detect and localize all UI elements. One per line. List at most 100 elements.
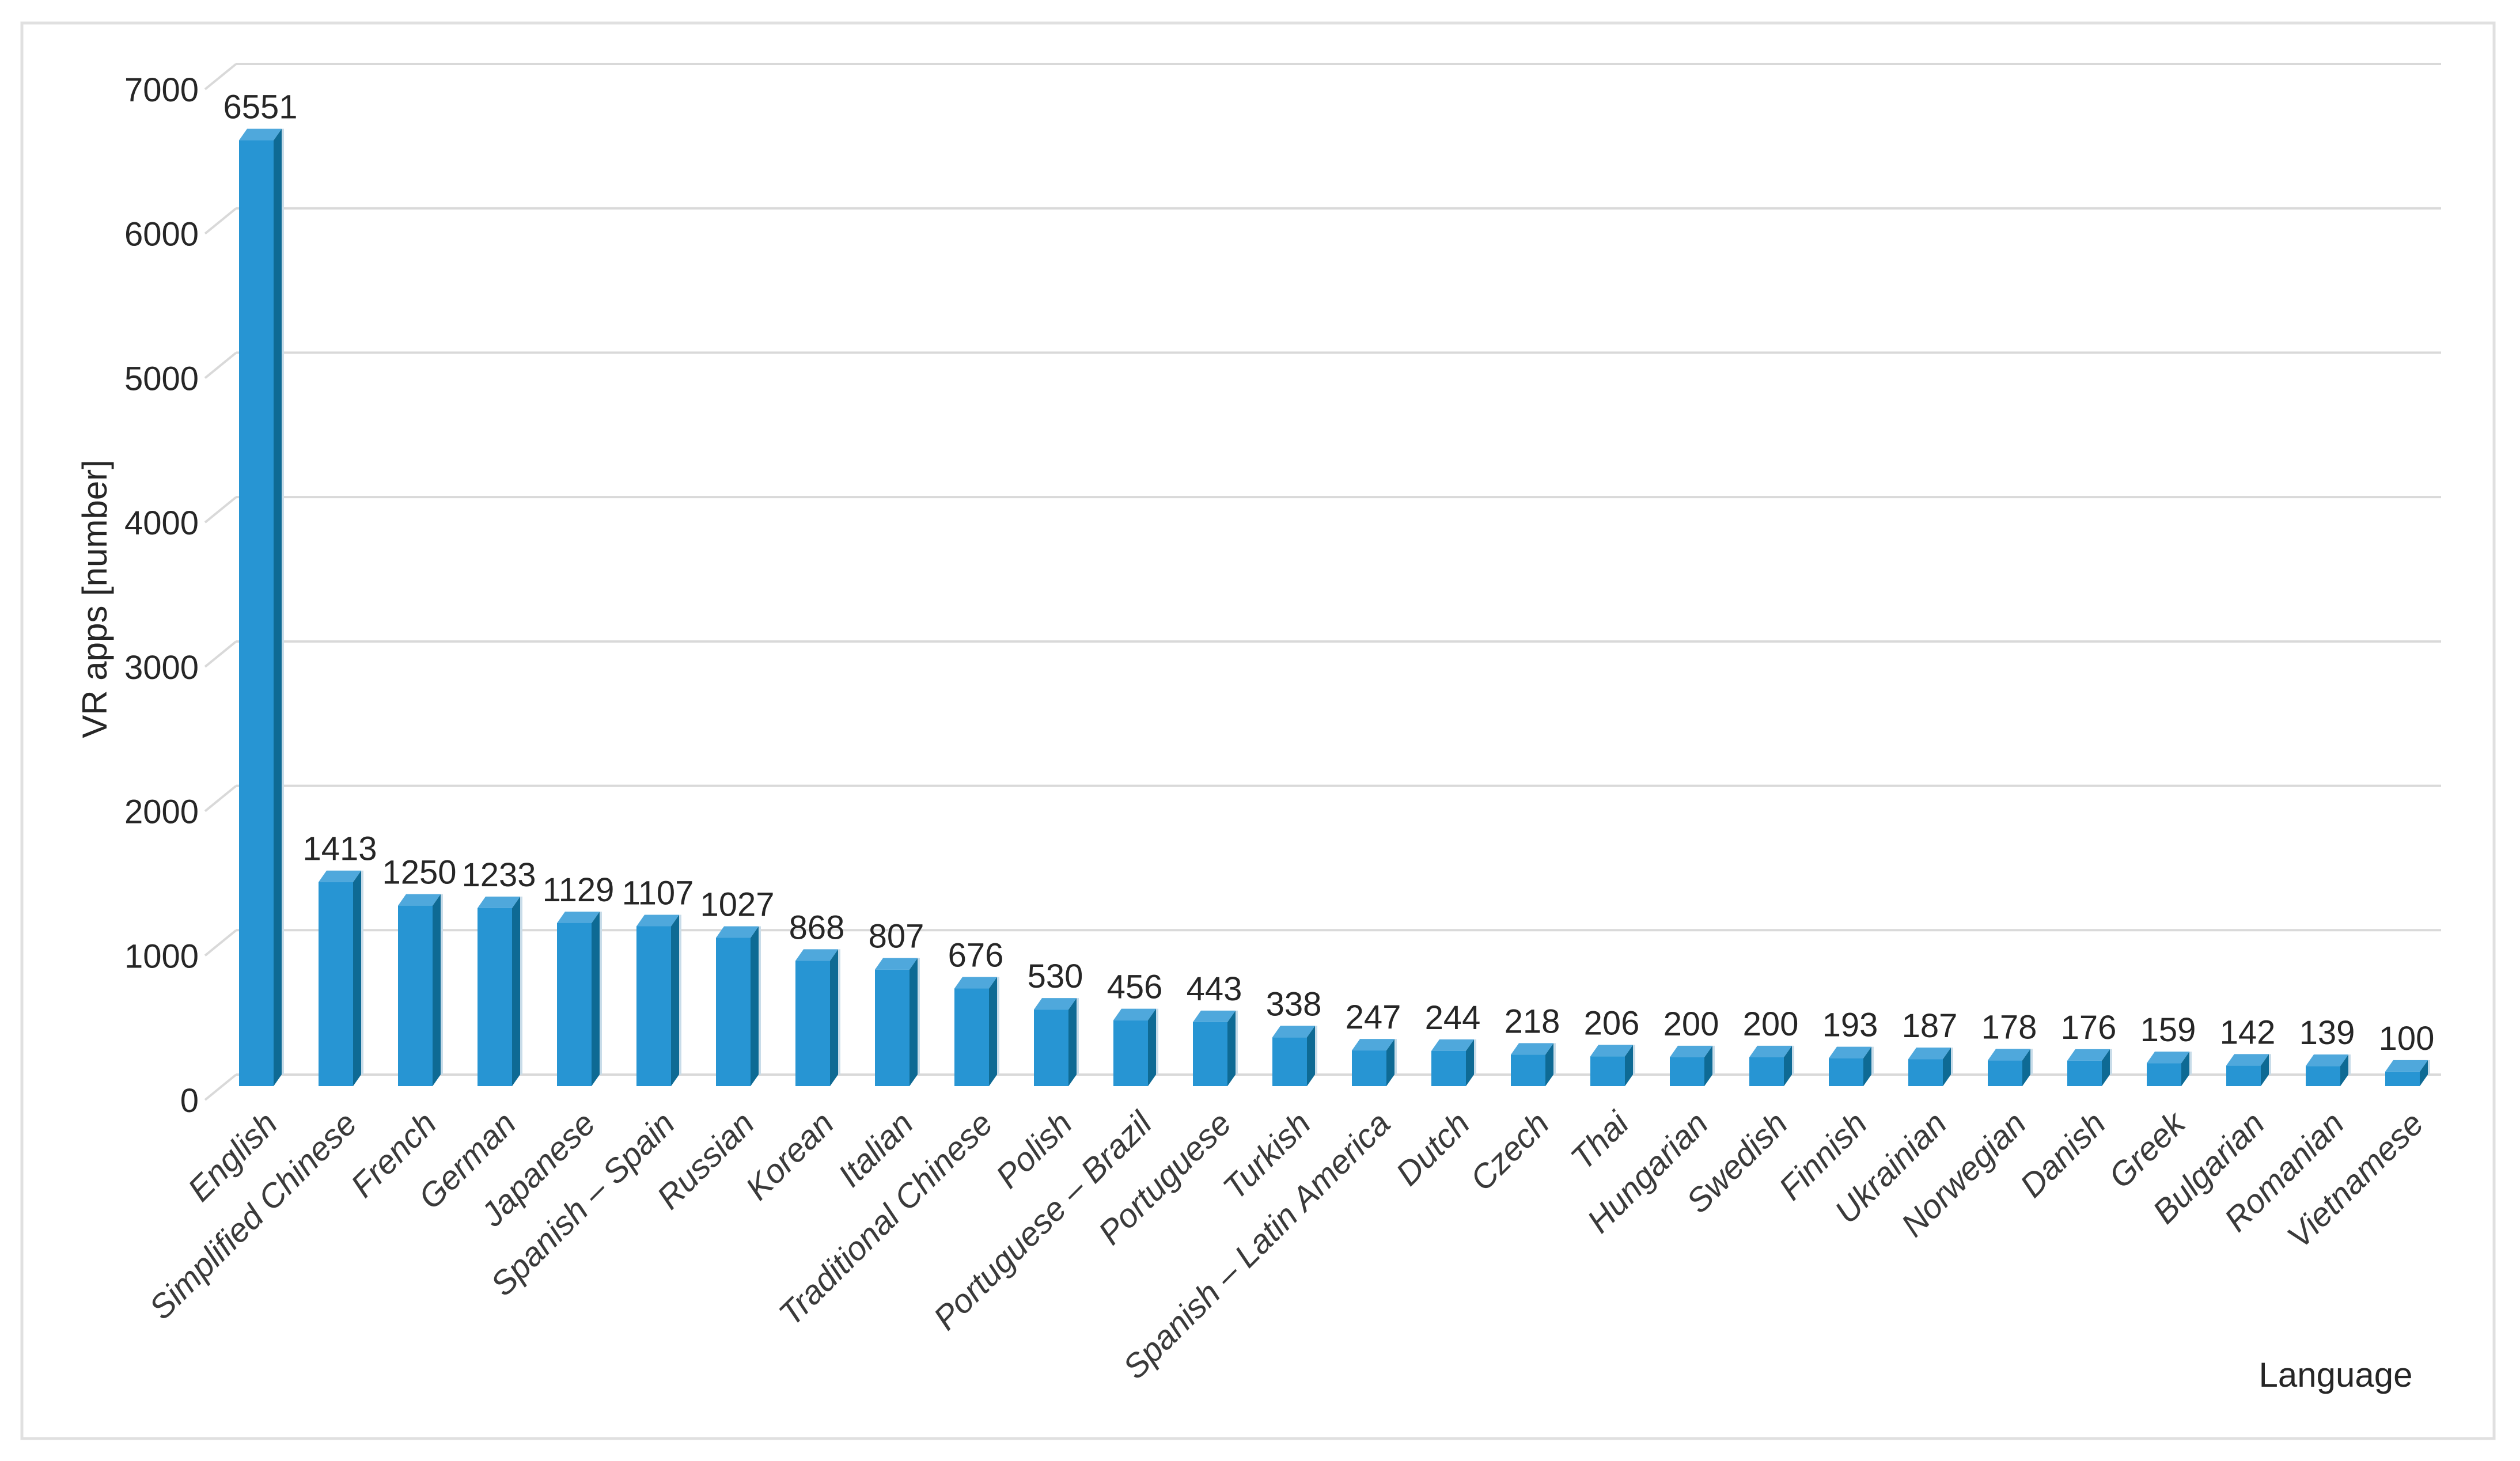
bar-top-face	[1590, 1045, 1633, 1057]
bar-side-face	[1386, 1039, 1394, 1086]
bar-top-face	[1829, 1046, 1871, 1058]
bar-side-face	[1148, 1008, 1156, 1086]
bar	[954, 988, 989, 1086]
bar	[239, 140, 274, 1087]
bar-value-label: 1129	[543, 871, 615, 909]
bar-top-face	[478, 896, 520, 908]
bar	[875, 969, 910, 1086]
bar-top-face	[1034, 998, 1077, 1010]
bar-value-label: 178	[1981, 1008, 2037, 1046]
bar	[2306, 1066, 2340, 1086]
bar-value-label: 244	[1425, 999, 1481, 1037]
bar-top-face	[2226, 1054, 2269, 1066]
bar	[2067, 1060, 2102, 1086]
chart-border	[20, 21, 2496, 1440]
bar	[1670, 1057, 1704, 1086]
bar-side-face	[1307, 1026, 1315, 1086]
y-tick-label: 5000	[124, 360, 199, 397]
bar	[795, 961, 830, 1086]
bar-side-face	[671, 914, 679, 1086]
bar-top-face	[2306, 1054, 2348, 1067]
bar-value-label: 100	[2379, 1020, 2435, 1057]
bar-top-face	[1749, 1045, 1792, 1057]
bar-value-label: 159	[2140, 1011, 2196, 1049]
bar	[319, 882, 353, 1086]
bar-top-face	[954, 977, 997, 989]
bar-value-label: 338	[1266, 985, 1322, 1023]
y-tick-leader	[204, 207, 237, 235]
bar-side-face	[1227, 1010, 1236, 1086]
bar-value-label: 807	[869, 918, 924, 955]
bar-value-label: 1107	[622, 874, 694, 912]
bar-top-face	[875, 958, 918, 970]
bar-value-label: 200	[1743, 1005, 1799, 1043]
bar-value-label: 676	[948, 937, 1004, 974]
bar-top-face	[636, 914, 679, 927]
bar	[1908, 1059, 1943, 1086]
bar	[1113, 1020, 1148, 1086]
bar-side-face	[751, 926, 759, 1086]
bar-top-face	[319, 870, 361, 882]
y-tick-leader	[204, 1073, 237, 1101]
bar-side-face	[433, 894, 441, 1086]
bar	[398, 905, 433, 1086]
bar-side-face	[592, 911, 600, 1086]
bar-value-label: 1233	[461, 856, 536, 894]
bar-value-label: 868	[789, 909, 845, 946]
y-tick-label: 3000	[124, 649, 199, 686]
bar-side-face	[1545, 1043, 1553, 1086]
bar-top-face	[398, 894, 441, 906]
y-tick-leader	[204, 929, 237, 957]
bar-side-face	[2340, 1054, 2348, 1086]
bar-side-face	[512, 896, 520, 1086]
bar	[1749, 1057, 1784, 1086]
bar-top-face	[795, 949, 838, 961]
bar-top-face	[557, 911, 600, 923]
bar	[1829, 1058, 1863, 1086]
y-tick-label: 6000	[124, 216, 199, 253]
bar-value-label: 1027	[700, 886, 774, 924]
bar-side-face	[2261, 1054, 2269, 1086]
bar-top-face	[2385, 1060, 2428, 1072]
bar-top-face	[1670, 1045, 1712, 1057]
bar-value-label: 247	[1346, 999, 1401, 1036]
bar-side-face	[353, 870, 361, 1086]
bar	[1034, 1010, 1068, 1086]
bar-value-label: 193	[1822, 1007, 1878, 1044]
bar	[1511, 1054, 1545, 1086]
bar	[1988, 1060, 2022, 1086]
y-tick-leader	[204, 785, 237, 813]
y-tick-label: 4000	[124, 504, 199, 542]
bar	[1193, 1022, 1227, 1086]
y-tick-label: 2000	[124, 794, 199, 831]
bar-value-label: 139	[2299, 1014, 2355, 1052]
bar	[2385, 1071, 2420, 1086]
bar-top-face	[1352, 1039, 1394, 1051]
bar-side-face	[1466, 1039, 1474, 1086]
y-axis-title: VR apps [number]	[75, 460, 114, 738]
bar	[1431, 1050, 1466, 1086]
bar-top-face	[716, 926, 759, 938]
bar-side-face	[910, 958, 918, 1086]
bar-side-face	[1943, 1048, 1951, 1086]
bar-top-face	[1193, 1010, 1236, 1022]
bar-value-label: 1413	[302, 830, 377, 868]
bar-value-label: 218	[1505, 1003, 1560, 1040]
bar-top-face	[1431, 1039, 1474, 1051]
y-tick-leader	[204, 351, 237, 379]
bar-value-label: 206	[1584, 1004, 1640, 1042]
bar-side-face	[989, 977, 997, 1086]
x-axis-title: Language	[2259, 1356, 2413, 1394]
bar-side-face	[1704, 1045, 1712, 1086]
y-tick-leader	[204, 63, 237, 90]
bar	[478, 908, 512, 1086]
bar-value-label: 176	[2061, 1009, 2117, 1046]
y-tick-leader	[204, 640, 237, 668]
bar-value-label: 187	[1902, 1007, 1958, 1045]
bar-value-label: 6551	[223, 89, 297, 126]
bar-side-face	[1784, 1045, 1792, 1086]
bar-top-face	[1113, 1008, 1156, 1020]
bar-top-face	[1908, 1048, 1951, 1060]
